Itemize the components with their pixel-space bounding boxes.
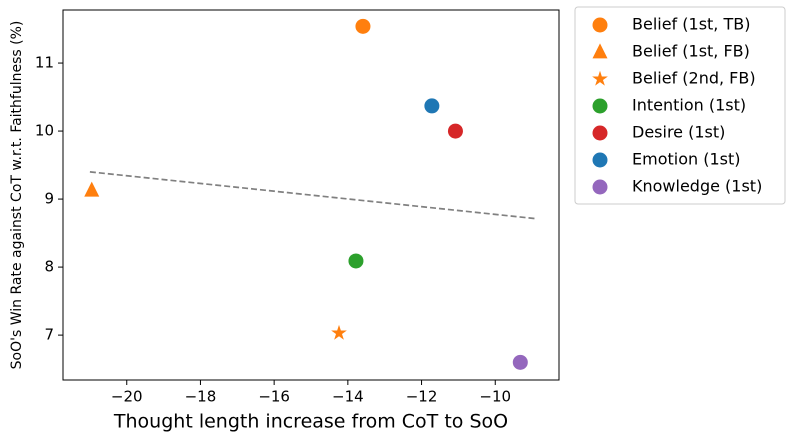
point (424, 98, 440, 114)
point (348, 253, 364, 269)
plot-frame (62, 9, 560, 381)
x-tick-label: −10 (479, 388, 511, 406)
legend-marker (592, 98, 608, 114)
y-axis-label: SoO's Win Rate against CoT w.r.t. Faithf… (9, 21, 25, 370)
legend-box (574, 6, 786, 205)
point (331, 324, 347, 340)
legend-marker (592, 17, 608, 33)
legend-label: Desire (1st) (632, 123, 725, 142)
y-tick-label: 10 (35, 122, 54, 140)
x-tick-label: −14 (332, 388, 364, 406)
legend-label: Belief (1st, TB) (632, 15, 750, 34)
x-tick-label: −18 (185, 388, 217, 406)
point (355, 18, 371, 34)
x-axis-label: Thought length increase from CoT to SoO (113, 411, 508, 433)
point (512, 354, 528, 370)
legend-marker (592, 70, 608, 86)
x-tick-label: −20 (111, 388, 143, 406)
y-tick-label: 7 (44, 326, 54, 344)
y-tick-label: 9 (44, 190, 54, 208)
x-tick-label: −16 (258, 388, 290, 406)
legend-marker (592, 179, 608, 195)
legend-label: Belief (2nd, FB) (632, 69, 756, 88)
point (447, 123, 463, 139)
legend-label: Intention (1st) (632, 96, 746, 115)
trendline (89, 171, 538, 220)
legend-label: Belief (1st, FB) (632, 42, 750, 61)
point (84, 181, 100, 197)
x-tick-label: −12 (406, 388, 438, 406)
legend-label: Knowledge (1st) (632, 177, 762, 196)
legend-marker (592, 43, 608, 59)
legend-label: Emotion (1st) (632, 150, 741, 169)
legend-marker (592, 152, 608, 168)
y-tick-label: 11 (35, 54, 54, 72)
y-tick-label: 8 (44, 258, 54, 276)
legend-marker (592, 125, 608, 141)
